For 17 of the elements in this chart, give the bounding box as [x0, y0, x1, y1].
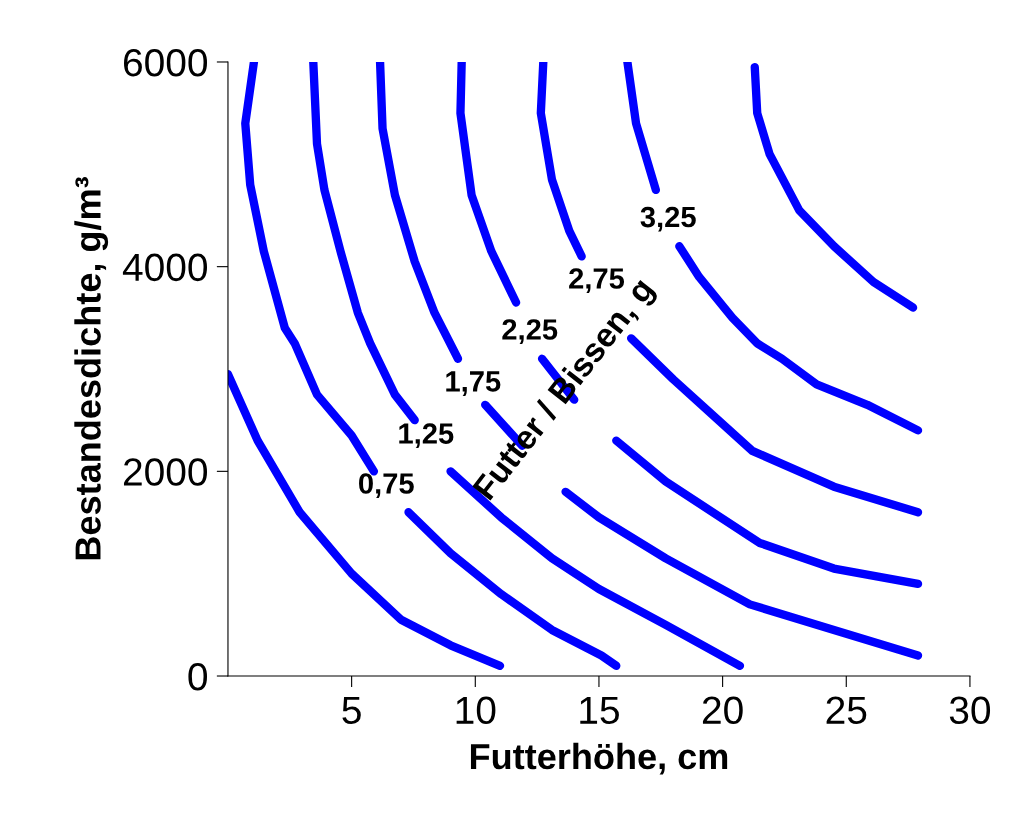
series-label: 1,25 [399, 423, 454, 449]
y-tick-label: 6000 [124, 48, 208, 77]
series-label: 0,75 [359, 473, 414, 499]
x-tick-label: 15 [580, 696, 619, 725]
y-tick-label: 4000 [122, 253, 208, 282]
series-label: 1,75 [446, 371, 501, 396]
y-tick-label: 2000 [123, 458, 208, 486]
x-tick-label: 20 [702, 696, 743, 725]
series-label: 3,25 [640, 206, 696, 232]
y-axis-title: Bestandesdichte, g/m³ [74, 177, 109, 560]
y-tick-label: 0 [188, 662, 208, 691]
x-tick-label: 25 [826, 696, 867, 725]
x-axis-title: Futterhöhe, cm [470, 742, 728, 775]
x-tick-label: 10 [456, 696, 496, 725]
x-tick-label: 5 [342, 696, 361, 725]
x-tick-label: 30 [949, 696, 991, 725]
series-label: 2,75 [569, 268, 625, 294]
